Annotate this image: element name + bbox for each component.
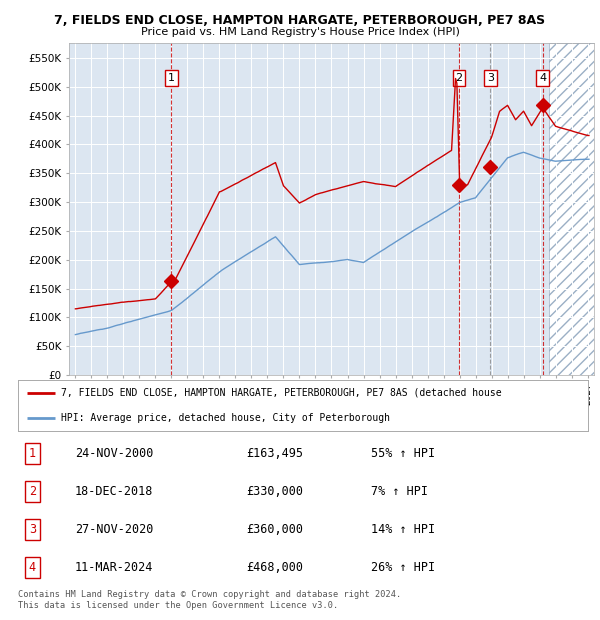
Text: Price paid vs. HM Land Registry's House Price Index (HPI): Price paid vs. HM Land Registry's House … — [140, 27, 460, 37]
Text: £360,000: £360,000 — [246, 523, 303, 536]
Text: 18-DEC-2018: 18-DEC-2018 — [75, 485, 154, 498]
Text: £330,000: £330,000 — [246, 485, 303, 498]
Text: 7, FIELDS END CLOSE, HAMPTON HARGATE, PETERBOROUGH, PE7 8AS (detached house: 7, FIELDS END CLOSE, HAMPTON HARGATE, PE… — [61, 388, 502, 398]
Text: 7, FIELDS END CLOSE, HAMPTON HARGATE, PETERBOROUGH, PE7 8AS: 7, FIELDS END CLOSE, HAMPTON HARGATE, PE… — [55, 14, 545, 27]
Text: 1: 1 — [29, 447, 36, 460]
Text: £163,495: £163,495 — [246, 447, 303, 460]
Bar — [549, 43, 594, 375]
Text: 55% ↑ HPI: 55% ↑ HPI — [371, 447, 436, 460]
Text: 2: 2 — [455, 73, 463, 83]
Text: 1: 1 — [168, 73, 175, 83]
Text: 11-MAR-2024: 11-MAR-2024 — [75, 561, 154, 574]
Text: HPI: Average price, detached house, City of Peterborough: HPI: Average price, detached house, City… — [61, 413, 390, 423]
Text: 4: 4 — [539, 73, 546, 83]
Text: £468,000: £468,000 — [246, 561, 303, 574]
Text: 24-NOV-2000: 24-NOV-2000 — [75, 447, 154, 460]
Text: 27-NOV-2020: 27-NOV-2020 — [75, 523, 154, 536]
Text: 2: 2 — [29, 485, 36, 498]
Text: 3: 3 — [487, 73, 494, 83]
Text: 3: 3 — [29, 523, 36, 536]
Text: Contains HM Land Registry data © Crown copyright and database right 2024.
This d: Contains HM Land Registry data © Crown c… — [18, 590, 401, 609]
Text: 26% ↑ HPI: 26% ↑ HPI — [371, 561, 436, 574]
Text: 7% ↑ HPI: 7% ↑ HPI — [371, 485, 428, 498]
Bar — [549, 43, 594, 375]
Text: 14% ↑ HPI: 14% ↑ HPI — [371, 523, 436, 536]
Text: 4: 4 — [29, 561, 36, 574]
